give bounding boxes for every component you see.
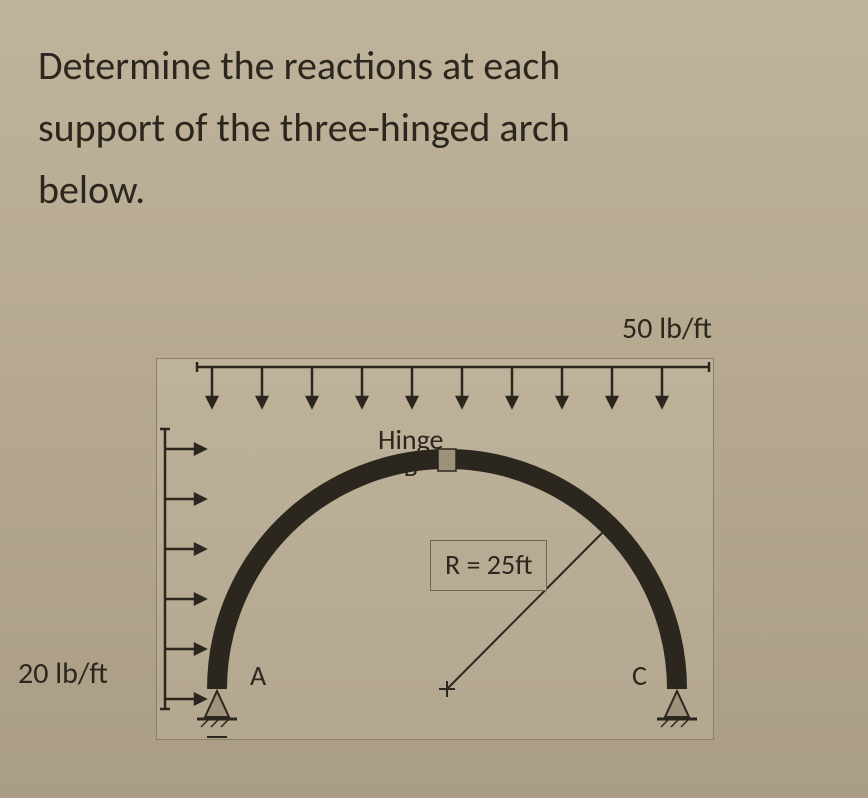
- hinge-label: Hinge B: [378, 425, 443, 482]
- support-a: [197, 691, 237, 727]
- problem-line1: Determine the reactions at each: [38, 41, 560, 90]
- horizontal-load-label: 20 lb/ft: [18, 655, 108, 692]
- problem-line2: support of the three-hinged arch: [38, 103, 570, 152]
- radius-text: R = 25ft: [445, 547, 532, 582]
- point-c-label: C: [632, 658, 647, 693]
- hinge-letter: B: [378, 454, 443, 481]
- support-c: [657, 691, 697, 727]
- page: Determine the reactions at each support …: [0, 0, 868, 798]
- vertical-load-label: 50 lb/ft: [622, 310, 712, 347]
- point-a-label: A: [250, 658, 266, 693]
- problem-statement: Determine the reactions at each support …: [38, 35, 830, 221]
- radius-box: R = 25ft: [430, 540, 547, 591]
- problem-line3: below.: [38, 165, 145, 214]
